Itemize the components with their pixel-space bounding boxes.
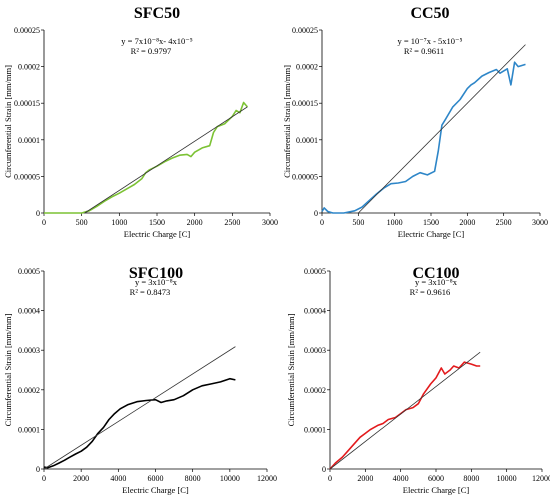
y-tick-label: 0.0002 xyxy=(304,386,326,395)
x-tick-label: 2500 xyxy=(224,218,240,227)
y-tick-label: 0.00025 xyxy=(292,26,318,35)
r-squared-label: R² = 0.9611 xyxy=(404,46,444,56)
x-axis-label: Electric Charge [C] xyxy=(403,485,470,495)
x-tick-label: 2000 xyxy=(73,474,89,483)
y-tick-label: 0.0001 xyxy=(304,425,326,434)
y-axis-label: Circumferential Strain [mm/mm] xyxy=(282,65,292,178)
x-tick-label: 1000 xyxy=(387,218,403,227)
x-tick-label: 3000 xyxy=(262,218,278,227)
x-tick-label: 1000 xyxy=(111,218,127,227)
r-squared-label: R² = 0.9616 xyxy=(410,287,451,297)
chart-title: CC100 xyxy=(412,265,459,282)
x-tick-label: 1500 xyxy=(423,218,439,227)
y-tick-label: 0.0001 xyxy=(18,136,40,145)
trendline xyxy=(358,44,526,214)
x-tick-label: 2500 xyxy=(496,218,512,227)
x-tick-label: 8000 xyxy=(185,474,201,483)
chart-title: CC50 xyxy=(410,5,449,22)
chart-title: SFC100 xyxy=(129,265,183,282)
x-axis-label: Electric Charge [C] xyxy=(398,229,465,239)
x-tick-label: 1500 xyxy=(149,218,165,227)
trendline-equation: y = 3x10⁻⁸x xyxy=(415,277,458,287)
x-tick-label: 12000 xyxy=(257,474,277,483)
x-tick-label: 2000 xyxy=(459,218,475,227)
x-tick-label: 0 xyxy=(42,474,46,483)
x-tick-label: 2000 xyxy=(357,474,373,483)
x-tick-label: 10000 xyxy=(497,474,517,483)
x-tick-label: 4000 xyxy=(110,474,126,483)
x-tick-label: 4000 xyxy=(393,474,409,483)
data-series-line xyxy=(329,361,481,470)
data-series-line xyxy=(321,61,526,214)
chart-title: SFC50 xyxy=(134,5,180,22)
y-axis-label: Circumferential Strain [mm/mm] xyxy=(286,313,296,426)
y-tick-label: 0.00015 xyxy=(14,99,40,108)
y-tick-label: 0 xyxy=(36,465,40,474)
x-tick-label: 6000 xyxy=(428,474,444,483)
r-squared-label: R² = 0.9797 xyxy=(131,46,172,56)
x-tick-label: 8000 xyxy=(463,474,479,483)
x-axis-label: Electric Charge [C] xyxy=(124,229,191,239)
trendline xyxy=(84,106,248,214)
data-series-line xyxy=(43,377,236,469)
x-axis-label: Electric Charge [C] xyxy=(122,485,189,495)
y-axis-label: Circumferential Strain [mm/mm] xyxy=(3,313,13,426)
y-tick-label: 0.0001 xyxy=(18,425,40,434)
y-axis-label: Circumferential Strain [mm/mm] xyxy=(3,65,13,178)
x-tick-label: 500 xyxy=(76,218,88,227)
y-tick-label: 0.0003 xyxy=(18,346,40,355)
trendline-equation: y = 10⁻⁷x - 5x10⁻⁵ xyxy=(397,36,462,46)
y-tick-label: 0.0004 xyxy=(18,307,40,316)
y-tick-label: 0.00015 xyxy=(292,99,318,108)
x-tick-label: 6000 xyxy=(148,474,164,483)
trendline xyxy=(43,346,236,470)
y-tick-label: 0.0005 xyxy=(18,267,40,276)
y-tick-label: 0.0002 xyxy=(296,63,318,72)
x-tick-label: 0 xyxy=(320,218,324,227)
x-tick-label: 0 xyxy=(42,218,46,227)
y-tick-label: 0.0004 xyxy=(304,307,326,316)
chart-panel-2: CC50 y = 10⁻⁷x - 5x10⁻⁵R² = 0.9611 0 500 100… xyxy=(282,5,548,239)
x-tick-label: 500 xyxy=(352,218,364,227)
x-tick-label: 10000 xyxy=(220,474,240,483)
chart-panel-1: SFC50 y = 7x10⁻⁸x- 4x10⁻⁵R² = 0.9797 0 500 1… xyxy=(3,5,278,239)
r-squared-label: R² = 0.8473 xyxy=(130,287,171,297)
y-tick-label: 0.00025 xyxy=(14,26,40,35)
x-tick-label: 0 xyxy=(328,474,332,483)
y-tick-label: 0.0005 xyxy=(304,267,326,276)
y-tick-label: 0.00005 xyxy=(14,172,40,181)
y-tick-label: 0.0001 xyxy=(296,136,318,145)
trendline-equation: y = 7x10⁻⁸x- 4x10⁻⁵ xyxy=(121,36,192,46)
y-tick-label: 0.0003 xyxy=(304,346,326,355)
y-tick-label: 0 xyxy=(314,209,318,218)
y-tick-label: 0 xyxy=(36,209,40,218)
x-tick-label: 2000 xyxy=(187,218,203,227)
x-tick-label: 3000 xyxy=(532,218,548,227)
trendline-equation: y = 3x10⁻⁸x xyxy=(135,277,178,287)
y-tick-label: 0.0002 xyxy=(18,63,40,72)
y-tick-label: 0 xyxy=(322,465,326,474)
trendline xyxy=(329,351,481,470)
data-series-line xyxy=(44,101,249,214)
x-tick-label: 12000 xyxy=(532,474,550,483)
y-tick-label: 0.00005 xyxy=(292,172,318,181)
y-tick-label: 0.0002 xyxy=(18,386,40,395)
